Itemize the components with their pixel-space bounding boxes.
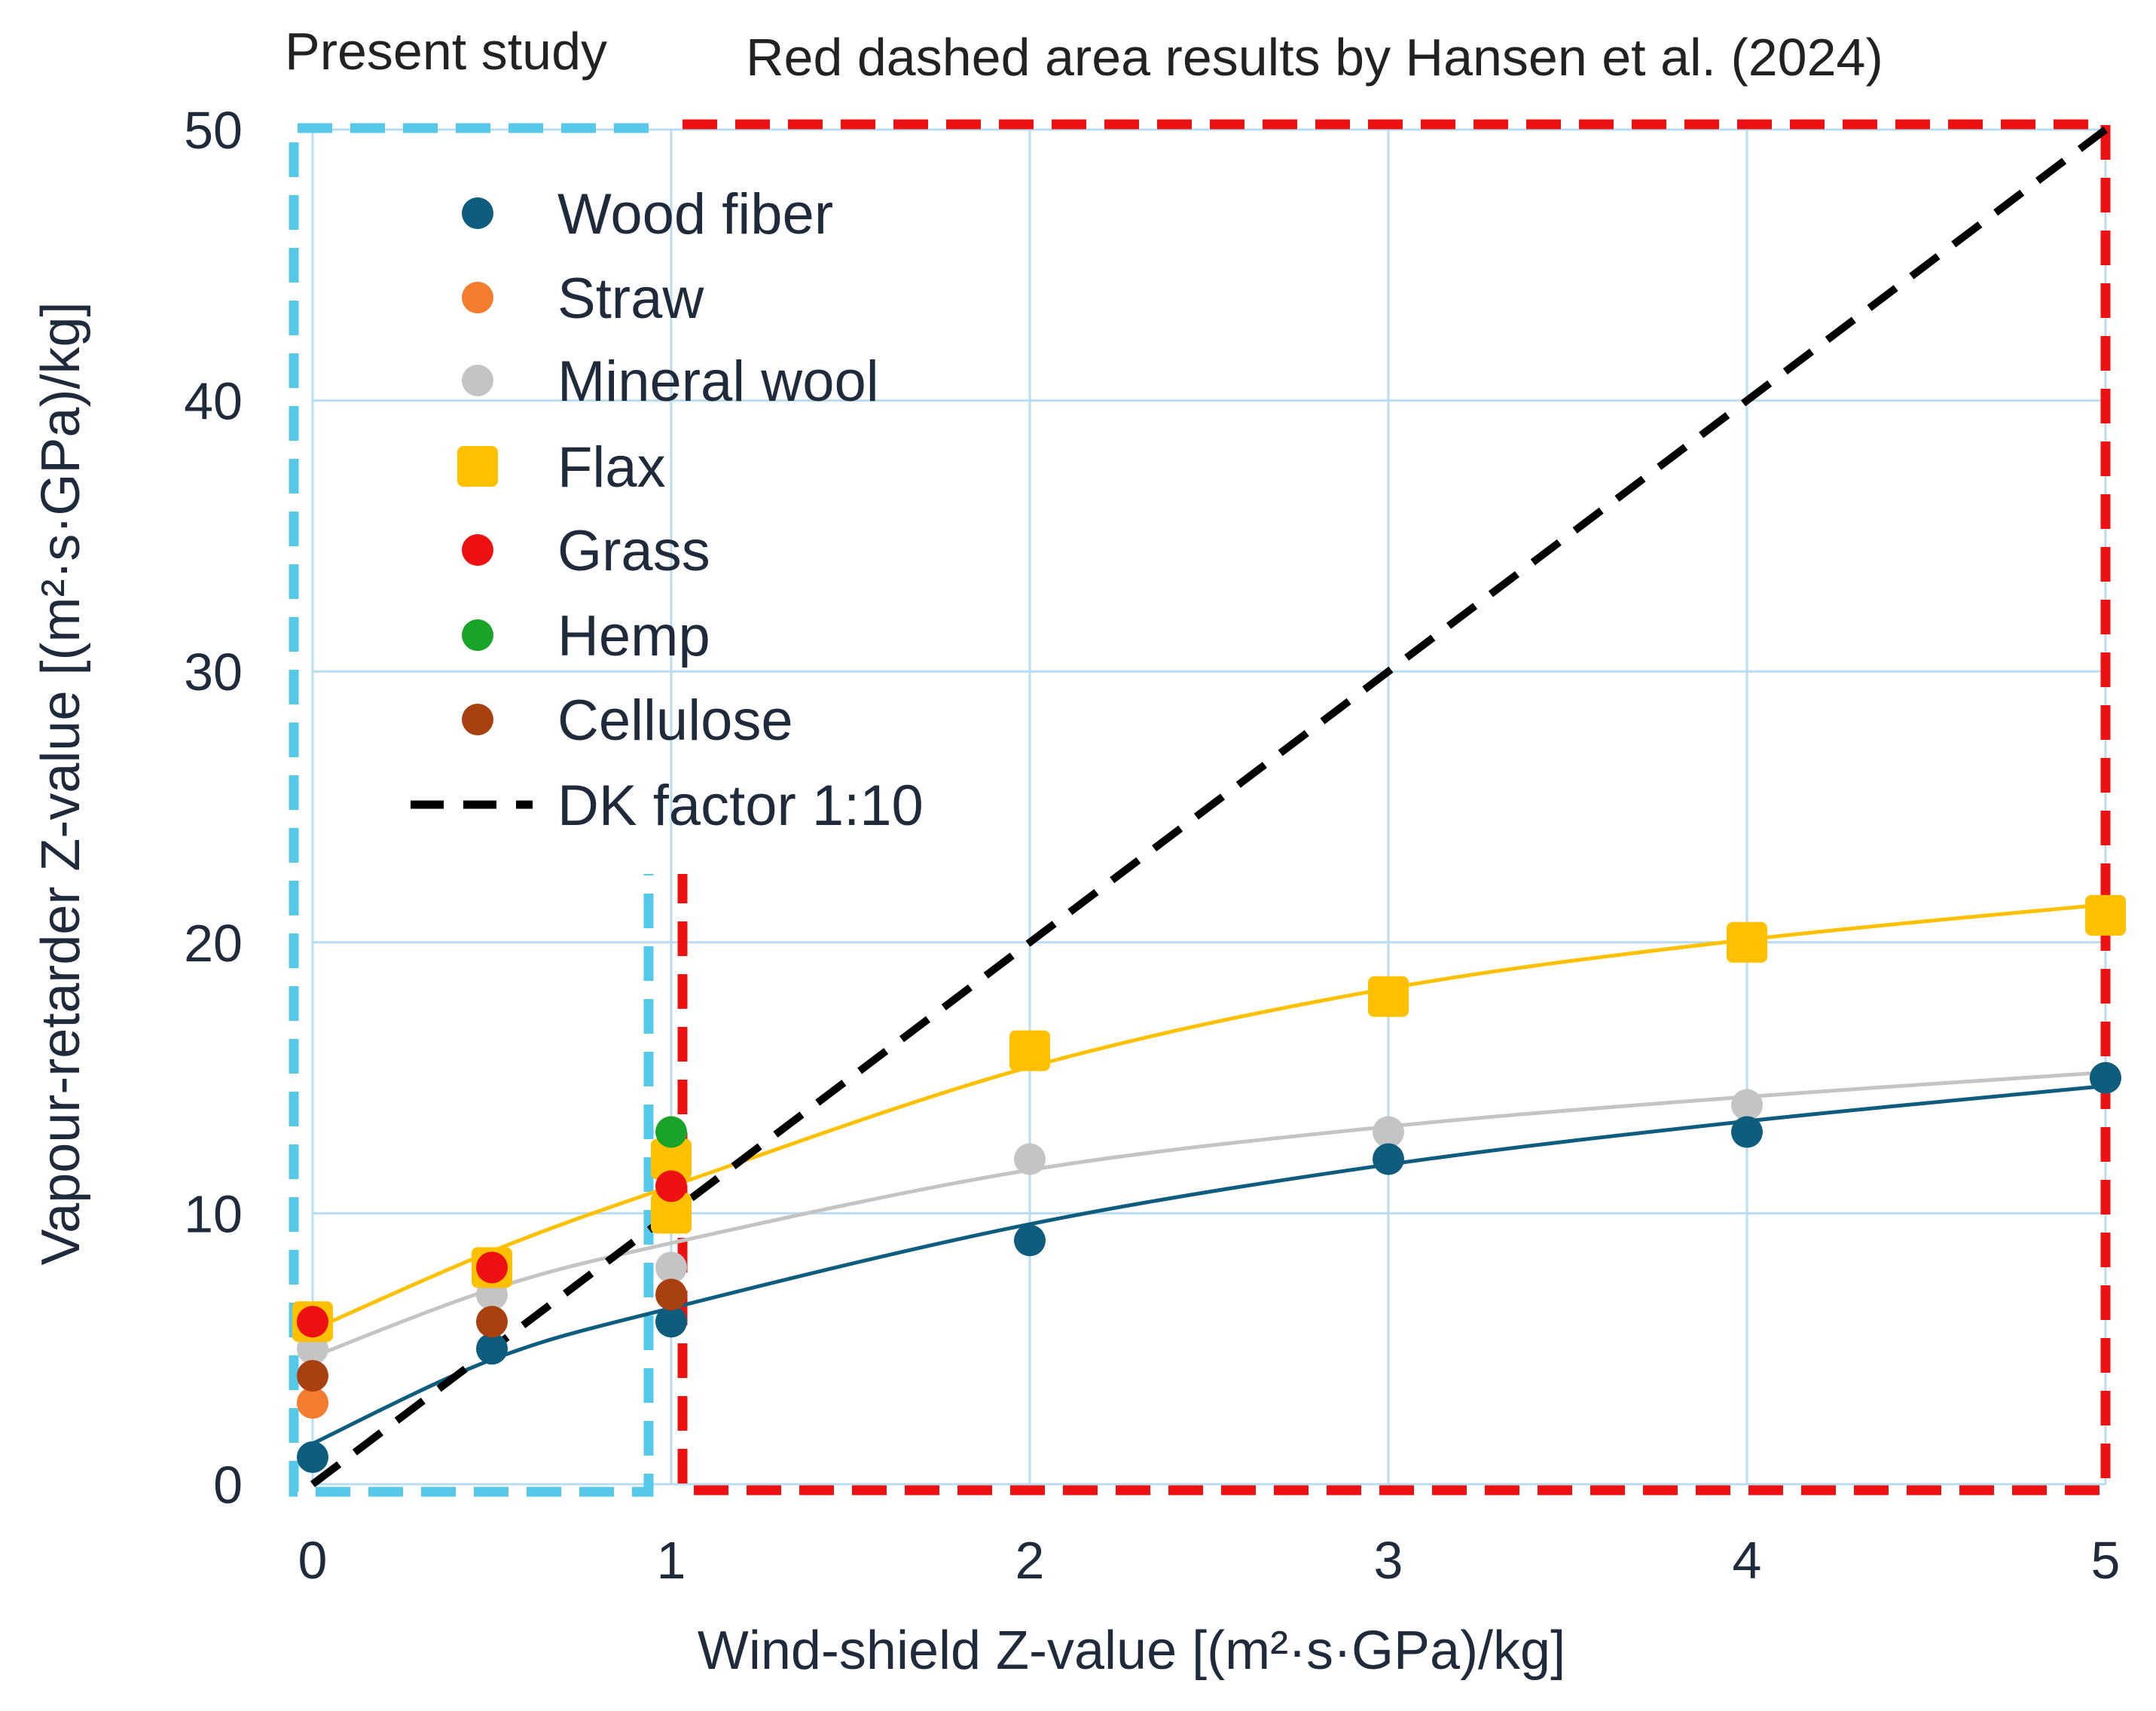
legend-swatch-mineral-wool [462,365,493,396]
point-flax [2085,894,2126,936]
y-tick-label: 0 [213,1456,243,1514]
x-tick-label: 4 [1733,1531,1762,1590]
fit-curve-wood-fiber [311,1083,2106,1446]
legend-label-mineral-wool: Mineral wool [557,350,879,414]
point-flax [1368,976,1409,1017]
point-straw [297,1387,328,1419]
x-tick-label: 3 [1374,1531,1403,1590]
point-wood-fiber [297,1441,328,1474]
point-wood-fiber [1731,1116,1763,1148]
y-tick-label: 30 [184,643,243,701]
reference-line [310,127,2109,1487]
x-tick-label: 0 [298,1531,328,1590]
point-grass [476,1251,508,1284]
legend-label-flax: Flax [557,435,666,500]
legend-swatch-cellulose [462,704,493,735]
x-tick-label: 1 [657,1531,686,1590]
point-cellulose [476,1306,508,1338]
x-tick-label: 5 [2091,1531,2121,1590]
point-wood-fiber [1373,1143,1404,1175]
point-mineral-wool [1014,1143,1046,1175]
y-tick-label: 20 [184,914,243,973]
legend-swatch-grass [462,534,493,566]
point-wood-fiber [655,1306,687,1338]
point-cellulose [655,1279,687,1311]
header-present-study: Present study [285,22,607,81]
point-flax [651,1193,692,1234]
point-cellulose [297,1360,328,1392]
legend-label-grass: Grass [557,519,710,583]
x-axis-title: Wind-shield Z-value [(m²·s·GPa)/kg] [698,1621,1565,1681]
point-flax [1009,1030,1050,1071]
dk-factor-line [310,127,2109,1487]
legend-label-hemp: Hemp [557,604,710,668]
data-points [292,894,2126,1474]
legend-swatch-straw [462,282,493,313]
y-tick-label: 10 [184,1184,243,1243]
legend: Wood fiber Straw Mineral wool Flax Grass Hemp… [411,182,924,838]
legend-label-dk-factor-1:10: DK factor 1:10 [557,774,924,838]
point-wood-fiber [1014,1224,1046,1257]
region-boxes [289,119,2111,1497]
fit-curves [311,902,2106,1446]
point-wood-fiber [476,1333,508,1365]
x-tick-label: 2 [1015,1531,1045,1590]
legend-swatch-wood-fiber [462,197,493,229]
fit-curve-mineral-wool [312,1070,2106,1359]
point-wood-fiber [2090,1062,2121,1094]
y-axis-title: Vapour-retarder Z-value [(m²·s·GPa)/kg] [31,302,91,1266]
point-grass [655,1170,687,1202]
point-mineral-wool [655,1251,687,1284]
legend-label-wood-fiber: Wood fiber [557,182,833,246]
legend-label-cellulose: Cellulose [557,689,793,753]
y-tick-label: 50 [184,101,243,160]
legend-label-straw: Straw [557,267,704,331]
legend-swatch-hemp [462,619,493,651]
point-mineral-wool [1373,1116,1404,1148]
point-mineral-wool [1731,1089,1763,1121]
present-study-region [289,123,654,1497]
point-hemp [655,1116,687,1148]
header-hansen: Red dashed area results by Hansen et al.… [746,28,1883,87]
fit-curve-flax [311,902,2106,1332]
point-grass [297,1306,328,1338]
legend-swatch-flax [457,446,498,487]
y-tick-label: 40 [184,372,243,431]
point-flax [1727,921,1767,963]
point-flax [651,1138,692,1180]
